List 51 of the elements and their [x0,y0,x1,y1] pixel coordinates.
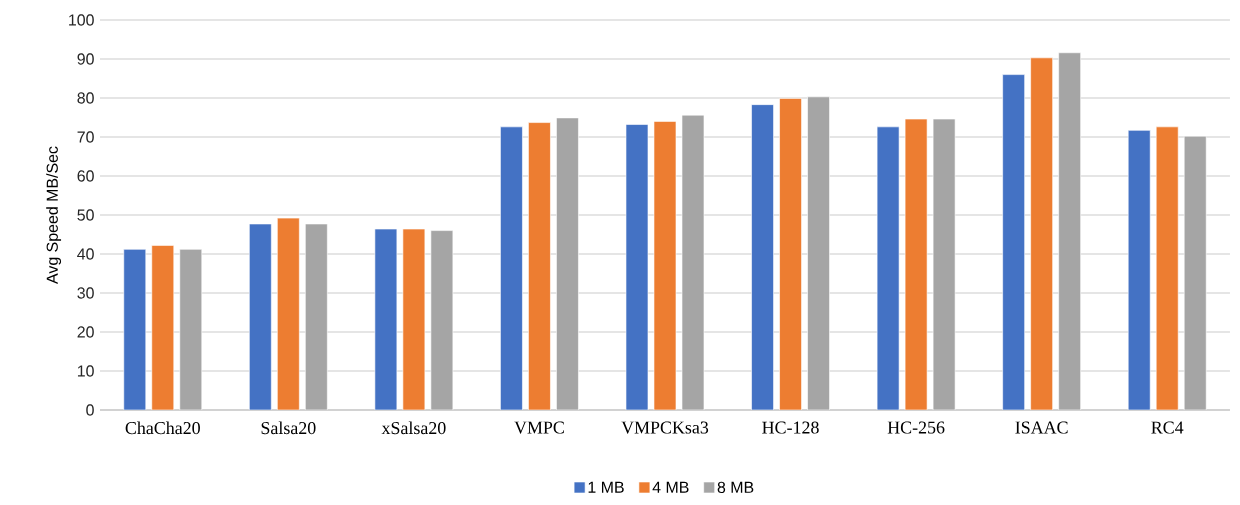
x-tick-label: ISAAC [1015,421,1068,434]
bar [374,228,398,410]
bar [1030,57,1053,410]
x-tick-label: RC4 [1151,421,1184,434]
legend-label: 4 MB [652,481,689,493]
bar [932,118,956,410]
bar [151,245,175,410]
bar [876,126,900,410]
bar [904,118,928,410]
bar [528,122,551,410]
y-axis-title: Avg Speed MB/Sec [46,146,62,284]
y-tick-label: 40 [77,248,94,260]
x-tick-label: xSalsa20 [381,421,446,435]
bar [430,230,454,410]
bar [500,126,523,410]
legend-label: 8 MB [717,481,754,493]
y-tick-label: 30 [77,287,94,299]
bar [305,223,328,410]
bar [123,249,147,410]
y-tick-label: 80 [77,92,94,104]
x-tick-label: VMPCKsa3 [621,421,709,434]
x-tick-label: HC-128 [762,421,819,434]
x-tick-label: Salsa20 [261,421,316,435]
bar [556,117,579,410]
y-tick-label: 70 [77,131,94,143]
bar [625,124,649,410]
bar [779,98,802,410]
bar [681,114,705,410]
bar [1155,126,1179,410]
y-tick-label: 0 [86,404,94,416]
x-tick-label: HC-256 [887,421,945,434]
bar [249,223,272,410]
legend-label: 1 MB [588,481,624,493]
bar [1183,135,1207,410]
y-tick-label: 90 [77,53,94,65]
y-tick-label: 20 [77,326,94,338]
bar [751,104,774,410]
x-tick-label: ChaCha20 [125,421,200,435]
bar [1002,74,1025,410]
y-tick-label: 100 [69,14,94,26]
y-tick-label: 10 [77,365,94,377]
y-tick-label: 50 [77,209,94,221]
bar [807,96,830,410]
bar [1127,130,1151,410]
bar [402,228,426,410]
y-tick-label: 60 [77,170,94,182]
bar [1058,52,1081,410]
x-tick-label: VMPC [514,421,564,434]
bar [179,249,203,410]
bar [653,121,677,410]
bar [277,217,300,410]
